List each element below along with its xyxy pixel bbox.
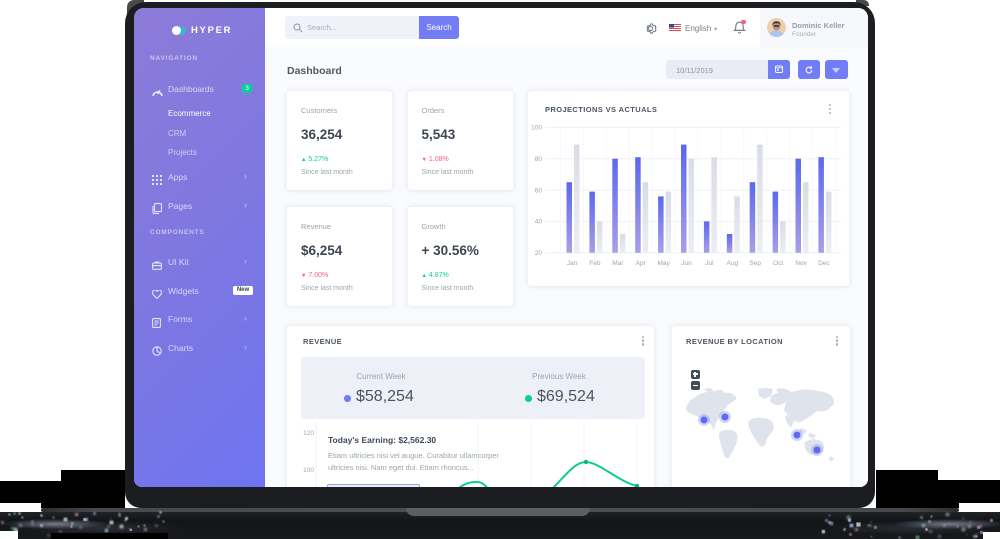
- svg-text:20: 20: [535, 250, 543, 257]
- svg-text:Dec: Dec: [818, 260, 830, 267]
- svg-text:Mar: Mar: [612, 260, 624, 267]
- svg-text:Jan: Jan: [567, 260, 578, 267]
- svg-text:60: 60: [535, 187, 543, 194]
- svg-text:Oct: Oct: [773, 260, 783, 267]
- svg-text:Feb: Feb: [589, 260, 601, 267]
- svg-text:Aug: Aug: [727, 260, 739, 267]
- svg-text:40: 40: [535, 219, 543, 226]
- svg-text:May: May: [657, 260, 670, 267]
- svg-text:Jul: Jul: [705, 260, 714, 267]
- svg-text:Nov: Nov: [795, 260, 807, 267]
- svg-text:80: 80: [535, 156, 543, 163]
- svg-text:Apr: Apr: [636, 260, 647, 267]
- svg-text:100: 100: [531, 125, 542, 132]
- svg-text:Jun: Jun: [681, 260, 692, 267]
- svg-text:Sep: Sep: [749, 260, 761, 267]
